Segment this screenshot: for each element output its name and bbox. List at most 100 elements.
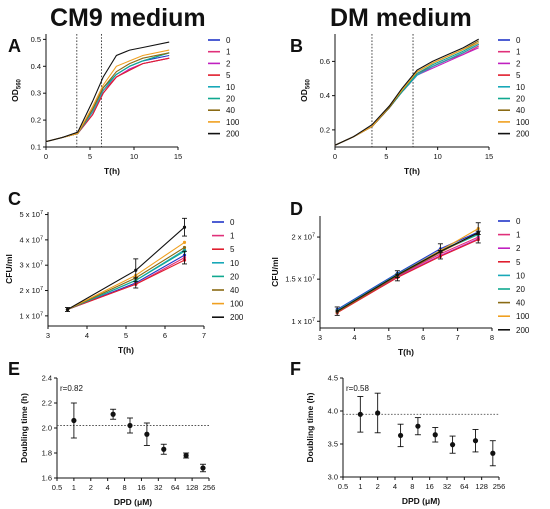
y-axis-label: CFU/ml [270,257,280,287]
x-tick-label: 32 [154,483,162,492]
series-line-200 [334,38,479,146]
panel-letter-e: E [8,359,20,379]
legend-label-100: 100 [516,312,530,321]
legend-label-1: 1 [516,48,521,57]
data-point [415,423,421,429]
x-tick-label: 3 [318,333,322,342]
panel-letter-d: D [290,199,303,219]
data-point [183,452,189,459]
data-point [375,410,381,416]
x-tick-label: 5 [124,331,128,340]
y-tick-exponent: 7 [40,311,43,317]
x-tick-label: 5 [384,152,388,161]
x-tick-label: 16 [137,483,145,492]
y-tick-label: 5 x 107 [20,210,44,219]
x-tick-label: 15 [485,152,493,161]
data-point-100 [182,240,187,244]
x-tick-label: 32 [443,482,451,491]
x-tick-label: 4 [352,333,356,342]
series-line-200 [45,41,170,143]
x-tick-label: 8 [410,482,414,491]
panel-f-doubling-dm: F 0.5 1 2 4 8 16 32 64 128 256 3.0 3.5 4.0 4.5 DPD (μM)… [290,359,505,506]
y-tick-label: 2.0 [42,424,52,433]
y-tick-label: 0.3 [31,89,41,98]
legend-label-200: 200 [516,130,530,139]
legend-label-40: 40 [516,299,525,308]
x-tick-label: 3 [46,331,50,340]
y-tick-label: 2 x 107 [292,233,316,242]
x-tick-label: 0 [44,152,48,161]
y-tick-exponent: 7 [40,286,43,292]
legend-label-10: 10 [230,259,239,268]
y-tick-label: 4.0 [328,407,338,416]
panel-letter-a: A [8,36,21,56]
legend-label-10: 10 [226,83,235,92]
series-line-5 [334,43,479,146]
x-axis-label: T(h) [118,345,134,355]
x-tick-label: 0.5 [52,483,62,492]
y-axis-label: Doubling time (h) [19,393,29,463]
legend-label-100: 100 [230,300,244,309]
x-tick-label: 2 [89,483,93,492]
y-axis-label: OD560 [299,78,312,101]
legend-label-5: 5 [226,71,231,80]
x-tick-label: 4 [106,483,110,492]
y-axis-label: CFU/ml [4,254,14,284]
y-tick-label: 1.5 x 107 [285,275,315,284]
y-tick-exponent: 7 [40,235,43,241]
y-tick-label: 4.5 [328,374,338,383]
legend-label-1: 1 [230,232,235,241]
x-tick-label: 64 [171,483,179,492]
y-tick-exponent: 7 [40,210,43,216]
x-tick-label: 4 [393,482,397,491]
y-tick-label: 0.4 [31,62,41,71]
y-tick-label: 0.2 [320,125,330,134]
y-tick-label: 0.2 [31,116,41,125]
panel-letter-f: F [290,359,301,379]
y-tick-exponent: 7 [312,233,315,239]
series-line-2 [334,47,479,146]
data-point-40 [182,245,187,250]
legend-label-20: 20 [516,285,525,294]
panel-letter-c: C [8,189,21,209]
series-line-100 [334,42,479,146]
series-line-0 [45,54,170,143]
series-line-1 [334,45,479,146]
legend-label-100: 100 [516,118,530,127]
y-tick-exponent: 7 [312,317,315,323]
data-point [490,450,496,456]
x-tick-label: 8 [122,483,126,492]
y-tick-label: 1 x 107 [292,317,316,326]
x-tick-label: 64 [460,482,468,491]
series-line-40 [45,52,170,143]
y-axis-label: OD560 [10,78,23,101]
x-tick-label: 4 [85,331,89,340]
data-point [432,432,438,438]
x-axis-label: DPD (μM) [402,496,440,506]
x-axis-label: T(h) [104,166,120,176]
legend-label-10: 10 [516,271,525,280]
legend-label-1: 1 [516,231,521,240]
data-point [472,438,479,444]
x-tick-label: 2 [376,482,380,491]
x-tick-label: 256 [203,483,216,492]
x-axis-label: DPD (μM) [114,497,152,507]
legend-label-0: 0 [516,217,521,226]
series-line-10 [45,52,170,143]
y-tick-label: 1.6 [42,474,52,483]
legend-label-200: 200 [230,313,244,322]
x-tick-label: 10 [130,152,138,161]
y-axis-label: Doubling time (h) [305,392,315,462]
correlation-annotation: r=0.82 [60,384,83,393]
legend-label-20: 20 [230,272,239,281]
y-axis-label-subscript: 560 [306,78,312,89]
legend-label-5: 5 [516,71,521,80]
x-tick-label: 5 [88,152,92,161]
legend-label-2: 2 [516,59,521,68]
data-point [110,411,116,417]
x-tick-label: 0.5 [338,482,348,491]
x-tick-label: 10 [433,152,441,161]
series-line-0 [334,43,479,146]
legend-label-0: 0 [226,36,231,45]
legend-label-2: 2 [226,59,231,68]
